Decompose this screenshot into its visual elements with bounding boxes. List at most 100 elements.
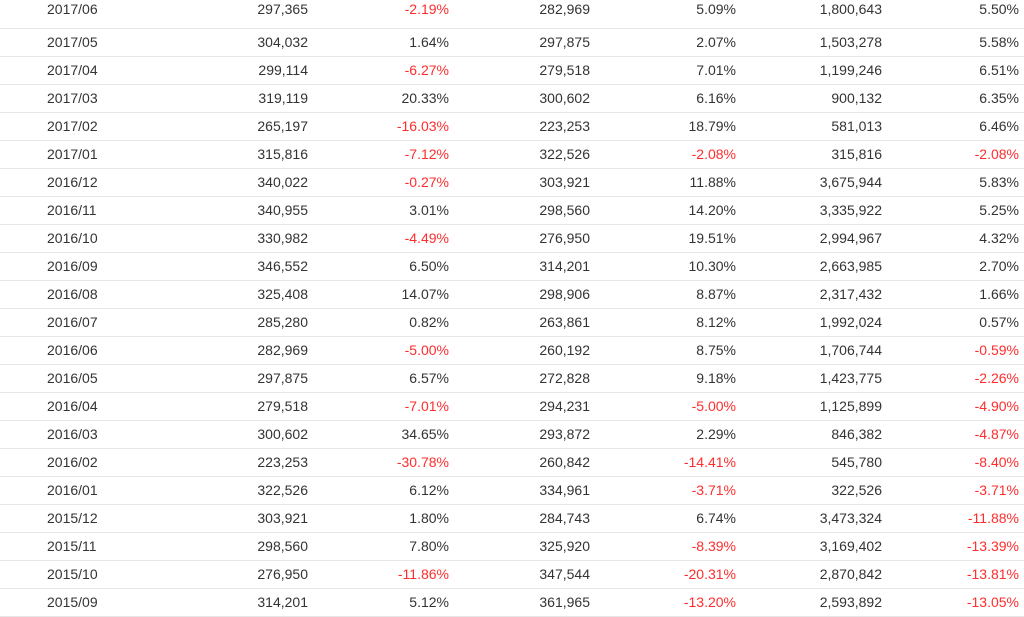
cumulative-change-cell: -4.87%: [882, 420, 1024, 449]
change-cell: 7.80%: [308, 532, 449, 561]
cumulative-change-cell: -13.05%: [882, 588, 1024, 617]
cumulative-change-cell: 4.32%: [882, 224, 1024, 253]
table-row: 2017/04 299,114 -6.27% 279,518 7.01% 1,199,24…: [0, 56, 1024, 85]
table-row: 2017/05 304,032 1.64% 297,875 2.07% 1,503,278…: [0, 28, 1024, 57]
value-cell: 297,365: [150, 0, 308, 29]
month-cell: 2017/06: [0, 0, 150, 29]
cumulative-value-cell: 846,382: [736, 420, 882, 449]
prior-value-cell: 294,231: [449, 392, 590, 421]
month-cell: 2017/05: [0, 28, 150, 57]
yoy-change-cell: -3.71%: [590, 476, 736, 505]
value-cell: 282,969: [150, 336, 308, 365]
cumulative-value-cell: 3,169,402: [736, 532, 882, 561]
table-row: 2017/01 315,816 -7.12% 322,526 -2.08% 315,816…: [0, 140, 1024, 169]
change-cell: -2.19%: [308, 0, 449, 29]
cumulative-value-cell: 3,335,922: [736, 196, 882, 225]
cumulative-value-cell: 2,593,892: [736, 588, 882, 617]
yoy-change-cell: 7.01%: [590, 56, 736, 85]
prior-value-cell: 361,965: [449, 588, 590, 617]
cumulative-value-cell: 1,503,278: [736, 28, 882, 57]
yoy-change-cell: 5.09%: [590, 0, 736, 29]
cumulative-change-cell: 5.83%: [882, 168, 1024, 197]
value-cell: 304,032: [150, 28, 308, 57]
table-row: 2016/04 279,518 -7.01% 294,231 -5.00% 1,125,8…: [0, 392, 1024, 421]
prior-value-cell: 303,921: [449, 168, 590, 197]
table-row: 2016/10 330,982 -4.49% 276,950 19.51% 2,994,9…: [0, 224, 1024, 253]
table-row: 2016/12 340,022 -0.27% 303,921 11.88% 3,675,9…: [0, 168, 1024, 197]
month-cell: 2015/11: [0, 532, 150, 561]
cumulative-value-cell: 3,675,944: [736, 168, 882, 197]
month-cell: 2016/12: [0, 168, 150, 197]
yoy-change-cell: -2.08%: [590, 140, 736, 169]
cumulative-change-cell: 6.35%: [882, 84, 1024, 113]
value-cell: 314,201: [150, 588, 308, 617]
cumulative-change-cell: -2.26%: [882, 364, 1024, 393]
table-row: 2016/01 322,526 6.12% 334,961 -3.71% 322,526-…: [0, 476, 1024, 505]
table-row: 2015/12 303,921 1.80% 284,743 6.74% 3,473,324…: [0, 504, 1024, 533]
prior-value-cell: 347,544: [449, 560, 590, 589]
change-cell: 14.07%: [308, 280, 449, 309]
cumulative-change-cell: 1.66%: [882, 280, 1024, 309]
prior-value-cell: 334,961: [449, 476, 590, 505]
yoy-change-cell: -20.31%: [590, 560, 736, 589]
cumulative-value-cell: 1,125,899: [736, 392, 882, 421]
cumulative-change-cell: -3.71%: [882, 476, 1024, 505]
prior-value-cell: 293,872: [449, 420, 590, 449]
change-cell: 5.12%: [308, 588, 449, 617]
cumulative-change-cell: 5.50%: [882, 0, 1024, 29]
month-cell: 2017/02: [0, 112, 150, 141]
change-cell: 34.65%: [308, 420, 449, 449]
change-cell: -11.86%: [308, 560, 449, 589]
cumulative-value-cell: 900,132: [736, 84, 882, 113]
table-row: 2017/03 319,119 20.33% 300,602 6.16% 900,132 6…: [0, 84, 1024, 113]
yoy-change-cell: 6.74%: [590, 504, 736, 533]
change-cell: 0.82%: [308, 308, 449, 337]
change-cell: -5.00%: [308, 336, 449, 365]
table-row: 2017/06 297,365 -2.19% 282,969 5.09% 1,800,64…: [0, 0, 1024, 29]
yoy-change-cell: -5.00%: [590, 392, 736, 421]
table-row: 2016/03 300,602 34.65% 293,872 2.29% 846,382-…: [0, 420, 1024, 449]
change-cell: -16.03%: [308, 112, 449, 141]
change-cell: 6.12%: [308, 476, 449, 505]
yoy-change-cell: -13.20%: [590, 588, 736, 617]
value-cell: 346,552: [150, 252, 308, 281]
cumulative-value-cell: 1,992,024: [736, 308, 882, 337]
prior-value-cell: 325,920: [449, 532, 590, 561]
yoy-change-cell: -14.41%: [590, 448, 736, 477]
table-row: 2017/02 265,197 -16.03% 223,253 18.79% 581,01…: [0, 112, 1024, 141]
yoy-change-cell: 8.87%: [590, 280, 736, 309]
cumulative-value-cell: 1,423,775: [736, 364, 882, 393]
value-cell: 297,875: [150, 364, 308, 393]
month-cell: 2016/09: [0, 252, 150, 281]
month-cell: 2015/12: [0, 504, 150, 533]
prior-value-cell: 260,192: [449, 336, 590, 365]
month-cell: 2016/04: [0, 392, 150, 421]
yoy-change-cell: 2.07%: [590, 28, 736, 57]
value-cell: 279,518: [150, 392, 308, 421]
cumulative-change-cell: 5.58%: [882, 28, 1024, 57]
change-cell: 6.50%: [308, 252, 449, 281]
cumulative-change-cell: -4.90%: [882, 392, 1024, 421]
cumulative-value-cell: 315,816: [736, 140, 882, 169]
prior-value-cell: 298,906: [449, 280, 590, 309]
yoy-change-cell: 18.79%: [590, 112, 736, 141]
table-row: 2015/09 314,201 5.12% 361,965 -13.20% 2,593,8…: [0, 588, 1024, 617]
change-cell: 3.01%: [308, 196, 449, 225]
prior-value-cell: 297,875: [449, 28, 590, 57]
cumulative-change-cell: -8.40%: [882, 448, 1024, 477]
change-cell: 6.57%: [308, 364, 449, 393]
value-cell: 285,280: [150, 308, 308, 337]
change-cell: 1.80%: [308, 504, 449, 533]
value-cell: 325,408: [150, 280, 308, 309]
change-cell: -7.01%: [308, 392, 449, 421]
cumulative-change-cell: 5.25%: [882, 196, 1024, 225]
value-cell: 299,114: [150, 56, 308, 85]
prior-value-cell: 282,969: [449, 0, 590, 29]
prior-value-cell: 263,861: [449, 308, 590, 337]
table-row: 2016/07 285,280 0.82% 263,861 8.12% 1,992,024…: [0, 308, 1024, 337]
yoy-change-cell: 9.18%: [590, 364, 736, 393]
prior-value-cell: 300,602: [449, 84, 590, 113]
change-cell: -6.27%: [308, 56, 449, 85]
prior-value-cell: 314,201: [449, 252, 590, 281]
cumulative-value-cell: 2,317,432: [736, 280, 882, 309]
